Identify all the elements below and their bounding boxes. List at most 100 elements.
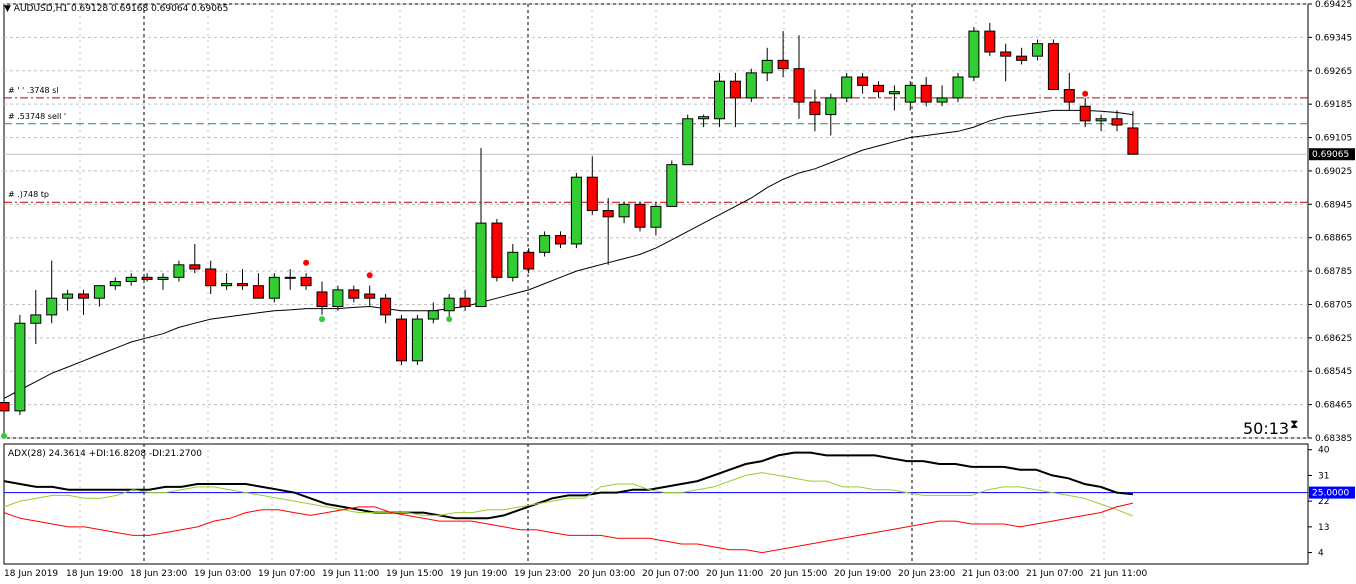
candle	[1127, 111, 1139, 155]
candle	[332, 285, 344, 311]
adx-level-label: 25.0000	[1312, 489, 1349, 499]
candle-body	[1095, 118, 1107, 122]
candle	[570, 173, 582, 249]
candle-body	[602, 210, 614, 218]
candle	[300, 273, 312, 290]
candle	[825, 93, 837, 136]
candle-body	[650, 205, 662, 228]
sell-signal-dot	[366, 272, 373, 279]
candle-body	[968, 30, 980, 78]
candle	[284, 268, 296, 290]
buy-signal-dot	[446, 316, 453, 323]
candle	[841, 72, 853, 103]
candle-body	[825, 97, 837, 116]
candle-body	[841, 76, 853, 99]
candle-body	[1063, 89, 1075, 103]
candle-body	[427, 310, 439, 320]
candle-body	[984, 30, 996, 53]
adx-y-tick-label: 4	[1318, 549, 1324, 559]
candle-body	[475, 222, 487, 308]
candle	[348, 285, 360, 303]
candle-body	[14, 322, 26, 412]
candle-body	[586, 176, 598, 212]
x-tick-label: 20 Jun 23:00	[898, 569, 955, 579]
candle-body	[1016, 55, 1028, 61]
moving-average-line	[3, 109, 1133, 399]
candle	[968, 26, 980, 82]
adx-line	[3, 451, 1134, 520]
candle	[443, 294, 455, 320]
adx-level-badge	[1309, 486, 1355, 499]
adx-title: ADX(28) 24.3614 +DI:16.8208 -DI:21.2700	[8, 449, 202, 459]
buy-signal-dot	[1, 432, 7, 439]
candle	[729, 72, 741, 128]
candle-body	[237, 283, 248, 287]
y-tick-label: 0.69425	[1315, 0, 1352, 10]
candle-body	[1000, 51, 1012, 57]
y-tick-label: 0.68865	[1315, 234, 1352, 244]
adx-y-tick-label: 40	[1318, 446, 1330, 456]
x-tick-label: 18 Jun 19:00	[66, 569, 123, 579]
candle	[555, 231, 566, 249]
y-tick-label: 0.68945	[1315, 200, 1352, 210]
candle	[793, 35, 805, 119]
candle-body	[793, 68, 805, 103]
symbol-title: AUDUSD,H1	[13, 4, 69, 14]
candle-body	[396, 318, 407, 362]
candle	[475, 147, 487, 308]
candle-body	[284, 276, 296, 279]
candle	[904, 81, 916, 111]
x-tick-label: 18 Jun 23:00	[130, 569, 187, 579]
candle	[173, 260, 185, 282]
candle	[141, 273, 153, 282]
candle-body	[507, 251, 519, 278]
candle	[237, 268, 248, 290]
candle-body	[936, 97, 948, 103]
candle	[920, 77, 932, 107]
x-tick-label: 20 Jun 19:00	[834, 569, 891, 579]
candle-body	[634, 203, 646, 228]
x-tick-label: 20 Jun 15:00	[770, 569, 827, 579]
price-badge	[1309, 148, 1355, 161]
candle-body	[109, 281, 121, 287]
dropdown-triangle-icon[interactable]: ▼	[4, 4, 14, 14]
y-tick-label: 0.68705	[1315, 300, 1352, 310]
candle	[857, 72, 869, 94]
candle-body	[1047, 43, 1059, 91]
y-tick-label: 0.68625	[1315, 334, 1352, 344]
candle	[396, 314, 407, 365]
candle	[316, 281, 328, 315]
x-tick-label: 19 Jun 03:00	[194, 569, 251, 579]
trade-line-label: # ' ' .3748 sl	[8, 86, 59, 95]
x-tick-label: 21 Jun 07:00	[1026, 569, 1083, 579]
ohlc-values: 0.69128 0.69168 0.69064 0.69065	[70, 4, 229, 14]
current-price-label: 0.69065	[1312, 150, 1349, 160]
sell-signal-dot	[303, 259, 310, 266]
candle	[777, 31, 789, 78]
candle	[93, 285, 105, 307]
x-tick-label: 21 Jun 11:00	[1090, 569, 1147, 579]
y-tick-label: 0.68545	[1315, 367, 1352, 377]
candle-body	[952, 76, 964, 99]
trade-line-label: # .)748 tp	[8, 190, 49, 199]
candle	[14, 314, 26, 416]
candle-body	[1127, 127, 1139, 155]
candle-body	[411, 318, 423, 362]
candle	[888, 85, 900, 111]
x-tick-label: 19 Jun 07:00	[258, 569, 315, 579]
candle	[698, 114, 710, 128]
candle	[268, 273, 280, 303]
candle-body	[348, 289, 360, 299]
x-tick-label: 20 Jun 11:00	[706, 569, 763, 579]
candle-body	[157, 276, 169, 280]
candle-body	[78, 293, 89, 299]
plus-di-line	[3, 472, 1134, 517]
candle-body	[1111, 118, 1123, 126]
candle-body	[380, 297, 392, 316]
candle-body	[125, 276, 137, 283]
candle-body	[1032, 43, 1043, 57]
candle-body	[205, 268, 217, 287]
candle-body	[459, 297, 471, 308]
